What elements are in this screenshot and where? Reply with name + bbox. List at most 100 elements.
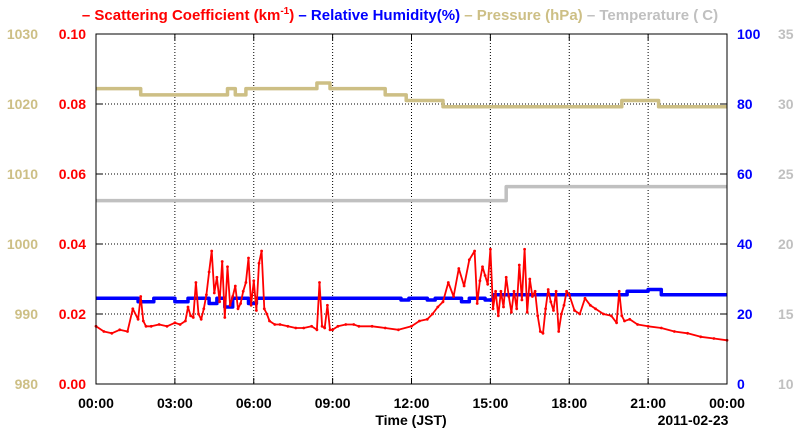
x-tick-label: 09:00 xyxy=(315,395,351,411)
scattering-coefficient-km-data-point xyxy=(462,284,466,288)
temperature-axis-tick-label: 35 xyxy=(778,26,794,42)
pressure-axis-tick-label: 980 xyxy=(15,376,39,392)
scattering-coefficient-km-data-point xyxy=(609,314,613,318)
scattering-coefficient-km-data-point xyxy=(383,326,387,330)
date-label: 2011-02-23 xyxy=(658,412,729,428)
scattering-axis-tick-label: 0.00 xyxy=(59,376,86,392)
scattering-coefficient-km-data-point xyxy=(515,307,519,311)
scattering-coefficient-km-data-point xyxy=(278,323,282,326)
humidity-axis-tick-label: 0 xyxy=(737,376,745,392)
scattering-coefficient-km-data-point xyxy=(165,324,169,328)
scattering-coefficient-km-data-point xyxy=(567,293,571,297)
scattering-coefficient-km-data-point xyxy=(262,307,266,311)
scattering-coefficient-km-data-point xyxy=(583,296,587,300)
scattering-coefficient-km-data-point xyxy=(507,295,511,298)
scattering-coefficient-km-data-point xyxy=(318,281,321,284)
scattering-coefficient-km-data-point xyxy=(344,323,348,326)
scattering-coefficient-km-data-point xyxy=(504,275,508,279)
scattering-coefficient-km-data-point xyxy=(578,312,582,316)
scattering-coefficient-km-data-point xyxy=(673,330,676,333)
pressure-axis-tick-label: 1000 xyxy=(7,236,38,252)
scattering-coefficient-km-data-point xyxy=(173,321,177,325)
scattering-coefficient-km-data-point xyxy=(525,310,529,314)
legend-entry-label: – Scattering Coefficient (km xyxy=(82,7,280,24)
scattering-coefficient-km-data-point xyxy=(523,247,526,251)
scattering-coefficient-km-data-point xyxy=(486,282,490,286)
scattering-coefficient-km-data-point xyxy=(212,291,216,295)
humidity-axis-tick-label: 20 xyxy=(737,306,753,322)
scattering-axis-tick-label: 0.10 xyxy=(59,26,86,42)
scattering-coefficient-km-data-point xyxy=(141,319,145,323)
scattering-coefficient-km-data-point xyxy=(620,314,624,318)
scattering-coefficient-km-data-point xyxy=(533,289,537,293)
scattering-coefficient-km-data-point xyxy=(184,319,187,323)
scattering-coefficient-km-data-point xyxy=(431,312,434,316)
scattering-coefficient-km-data-point xyxy=(494,289,497,293)
scattering-coefficient-km-data-point xyxy=(286,324,290,328)
scattering-coefficient-km-data-point xyxy=(452,295,455,298)
x-tick-label: 15:00 xyxy=(472,395,508,411)
scattering-coefficient-km-data-point xyxy=(205,293,208,297)
scattering-coefficient-km-data-point xyxy=(241,289,245,293)
scattering-coefficient-km-data-point xyxy=(483,274,487,277)
scattering-coefficient-km-data-point xyxy=(499,289,503,293)
scattering-coefficient-km-data-point xyxy=(531,295,534,298)
scattering-coefficient-km-data-point xyxy=(186,305,190,309)
pressure-axis-tick-label: 1010 xyxy=(7,166,38,182)
scattering-coefficient-km-series-line xyxy=(95,248,728,342)
scattering-coefficient-km-data-point xyxy=(336,324,340,328)
scattering-coefficient-km-data-point xyxy=(199,317,203,321)
temperature-axis-tick-label: 15 xyxy=(778,306,794,322)
scattering-coefficient-km-data-point xyxy=(233,284,237,288)
scattering-coefficient-km-data-point xyxy=(436,305,440,309)
chart-axes: 00:00 03:00 06:00 09:00 12:00 15:00 18:00 21:00… xyxy=(7,26,794,411)
scattering-coefficient-km-data-point xyxy=(510,310,513,314)
scattering-coefficient-km-data-point xyxy=(210,249,214,253)
x-tick-label: 03:00 xyxy=(157,395,193,411)
scattering-coefficient-km-data-point xyxy=(239,302,243,305)
scattering-coefficient-km-data-point xyxy=(323,326,327,330)
scattering-coefficient-km-data-point xyxy=(226,265,229,269)
scattering-coefficient-km-data-point xyxy=(615,321,618,325)
scattering-coefficient-km-data-point xyxy=(712,337,716,340)
scattering-coefficient-km-data-point xyxy=(207,270,211,274)
scattering-coefficient-km-data-point xyxy=(636,323,639,326)
scattering-coefficient-km-data-point xyxy=(265,312,269,316)
scattering-coefficient-km-data-point xyxy=(594,307,597,311)
scattering-coefficient-km-data-point xyxy=(441,300,445,304)
pressure-axis-tick-label: 990 xyxy=(15,306,39,322)
scattering-coefficient-km-data-point xyxy=(617,289,621,293)
scattering-coefficient-km-data-point xyxy=(352,323,356,326)
pressure-hpa-series-line xyxy=(96,81,727,109)
scattering-coefficient-km-data-point xyxy=(473,249,476,253)
scattering-coefficient-km-data-point xyxy=(517,263,521,267)
scattering-coefficient-km-data-point xyxy=(247,256,250,260)
scattering-coefficient-km-data-point xyxy=(686,331,689,335)
scattering-coefficient-km-data-point xyxy=(102,330,106,333)
scattering-coefficient-km-data-point xyxy=(528,277,532,281)
scattering-coefficient-km-data-point xyxy=(538,330,542,333)
scattering-coefficient-km-data-point xyxy=(231,295,235,298)
scattering-coefficient-km-data-point xyxy=(268,319,271,323)
humidity-axis-tick-label: 80 xyxy=(737,96,753,112)
scattering-coefficient-km-data-point xyxy=(197,312,200,316)
scattering-coefficient-km-data-point xyxy=(189,314,193,318)
scattering-coefficient-km-data-point xyxy=(191,316,195,319)
scattering-coefficient-km-data-point xyxy=(536,314,540,318)
scattering-coefficient-km-data-point xyxy=(628,317,632,321)
scattering-coefficient-km-data-point xyxy=(252,279,256,283)
scattering-coefficient-km-data-point xyxy=(502,305,505,309)
scattering-coefficient-km-data-point xyxy=(194,281,198,284)
scattering-axis-tick-label: 0.02 xyxy=(59,306,86,322)
scattering-coefficient-km-data-point xyxy=(144,324,148,328)
scattering-coefficient-km-data-point xyxy=(228,303,232,307)
scattering-coefficient-km-data-point xyxy=(418,319,421,323)
scattering-coefficient-km-data-point xyxy=(136,317,140,321)
scattering-coefficient-km-data-point xyxy=(475,302,479,305)
scattering-coefficient-km-data-point xyxy=(255,309,258,312)
scattering-coefficient-km-data-point xyxy=(215,275,219,279)
scattering-coefficient-km-data-point xyxy=(562,303,566,307)
scattering-axis-tick-label: 0.08 xyxy=(59,96,86,112)
scattering-coefficient-km-data-point xyxy=(328,328,332,332)
scattering-coefficient-km-data-point xyxy=(478,279,482,283)
